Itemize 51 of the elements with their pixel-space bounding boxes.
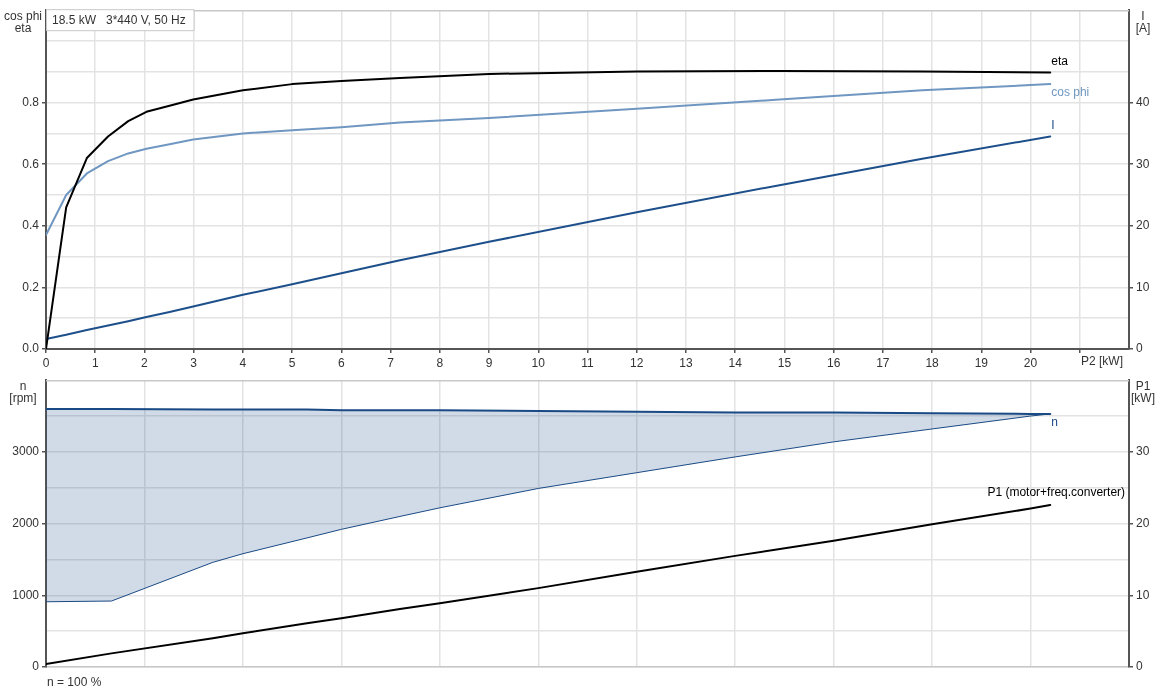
y2-tick-label: 20 [1136,515,1150,530]
x-tick-label: 9 [485,355,493,370]
y-tick-label: 3000 [12,444,40,459]
series-label: n [1051,415,1058,430]
text: n = 100 % [47,675,102,690]
x-tick-label: 17 [876,355,890,370]
series-label: cos phi [1051,85,1090,100]
y2-tick-label: 40 [1136,94,1150,109]
x-tick-label: 15 [777,355,792,370]
y-tick-label: 0.4 [22,218,40,233]
y2-tick-label: 0 [1136,341,1143,356]
y2-tick-label: 30 [1136,444,1150,459]
x-tick-label: 2 [141,355,149,370]
x-tick-label: 11 [581,355,595,370]
y-tick-label: 0.6 [22,156,40,171]
x-tick-label: 7 [387,355,395,370]
x-tick-label: 1 [91,355,99,370]
x-tick-label: 8 [436,355,444,370]
y-tick-label: 0.2 [22,279,40,294]
series-label: I [1051,117,1055,132]
x-axis-title: P2 [kW] [1080,354,1123,369]
y2-tick-label: 0 [1136,659,1143,674]
x-tick-label: 4 [239,355,247,370]
x-tick-label: 14 [728,355,743,370]
series-label: eta [1051,53,1069,68]
y-axis-title: cos phi eta [3,8,43,36]
chart-title: 18.5 kW 3*440 V, 50 Hz [52,12,186,27]
x-tick-label: 12 [630,355,644,370]
y2-axis-title: I [A] [1135,8,1151,36]
x-tick-label: 3 [190,355,198,370]
y-tick-label: 1000 [12,587,40,602]
x-tick-label: 18 [925,355,940,370]
x-tick-label: 5 [288,355,296,370]
series-label: P1 (motor+freq.converter) [987,485,1126,500]
x-tick-label: 20 [1023,355,1038,370]
y2-tick-label: 10 [1136,587,1150,602]
y-tick-label: 0 [32,659,40,674]
x-tick-label: 10 [531,355,546,370]
x-tick-label: 6 [338,355,346,370]
y-tick-label: 0.8 [22,94,40,109]
x-tick-label: 16 [826,355,841,370]
x-tick-label: 0 [42,355,50,370]
y2-tick-label: 10 [1136,279,1150,294]
x-tick-label: 13 [679,355,693,370]
y-tick-label: 2000 [12,515,40,530]
x-tick-label: 19 [974,355,989,370]
y2-tick-label: 30 [1136,156,1150,171]
y-tick-label: 0.0 [22,341,40,356]
y-axis-title: n [rpm] [9,378,37,406]
y2-tick-label: 20 [1136,218,1150,233]
y2-axis-title: P1 [kW] [1131,378,1155,406]
